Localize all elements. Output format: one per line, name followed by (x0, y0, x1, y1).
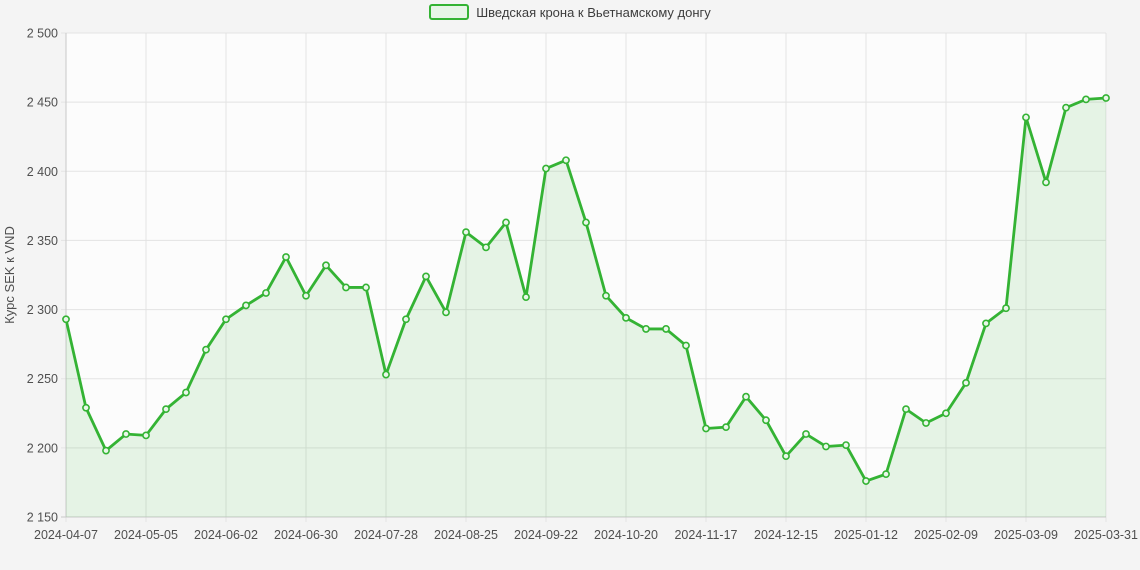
data-point[interactable] (562, 156, 570, 165)
data-point[interactable] (802, 430, 810, 438)
x-tick-label: 2025-02-09 (914, 528, 978, 542)
data-point[interactable] (482, 243, 490, 252)
data-point[interactable] (402, 315, 410, 324)
data-point[interactable] (622, 313, 630, 322)
data-point[interactable] (862, 477, 870, 485)
x-tick-label: 2024-11-17 (674, 528, 737, 542)
x-tick-label: 2024-05-05 (114, 528, 178, 542)
data-point[interactable] (342, 283, 350, 292)
data-point[interactable] (1022, 113, 1030, 122)
legend-label: Шведская крона к Вьетнамскому донгу (476, 4, 711, 20)
data-point[interactable] (942, 409, 950, 418)
y-tick-label: 2 300 (27, 303, 58, 317)
x-tick-label: 2024-12-15 (754, 528, 818, 542)
data-point[interactable] (902, 405, 910, 414)
legend-item[interactable]: Шведская крона к Вьетнамскому донгу (0, 4, 1140, 20)
data-point[interactable] (1002, 304, 1010, 313)
data-point[interactable] (782, 452, 790, 461)
y-tick-label: 2 450 (27, 96, 58, 110)
x-tick-label: 2024-04-07 (34, 528, 98, 542)
data-point[interactable] (582, 218, 590, 227)
data-point[interactable] (1042, 178, 1050, 187)
y-axis-title: Курс SEK к VND (2, 226, 17, 324)
data-point[interactable] (1102, 94, 1110, 102)
series-area (66, 97, 1106, 517)
x-tick-label: 2025-03-31 (1074, 528, 1138, 542)
data-point[interactable] (442, 308, 450, 317)
data-point[interactable] (322, 261, 330, 270)
data-point[interactable] (1062, 103, 1070, 112)
x-tick-label: 2024-06-30 (274, 528, 338, 542)
data-point[interactable] (142, 431, 150, 440)
series-swatch-icon (429, 4, 470, 20)
data-point[interactable] (722, 423, 730, 432)
x-tick-label: 2024-06-02 (194, 528, 258, 542)
data-point[interactable] (262, 289, 270, 297)
data-point[interactable] (1082, 95, 1090, 104)
data-point[interactable] (962, 378, 970, 387)
x-tick-label: 2025-03-09 (994, 528, 1058, 542)
y-tick-label: 2 200 (27, 441, 58, 455)
data-point[interactable] (382, 370, 390, 379)
data-point[interactable] (82, 403, 90, 412)
data-point[interactable] (982, 319, 990, 328)
data-point[interactable] (922, 419, 930, 427)
data-point[interactable] (62, 315, 70, 324)
y-tick-label: 2 250 (27, 372, 58, 386)
data-point[interactable] (182, 388, 190, 397)
y-tick-label: 2 150 (27, 511, 58, 525)
plot-area (66, 33, 1106, 517)
data-point[interactable] (222, 315, 230, 324)
data-point[interactable] (642, 325, 650, 333)
data-point[interactable] (122, 430, 130, 438)
y-tick-label: 2 400 (27, 165, 58, 179)
x-tick-label: 2024-07-28 (354, 528, 418, 542)
data-point[interactable] (502, 218, 510, 227)
x-tick-label: 2025-01-12 (834, 528, 898, 542)
data-point[interactable] (662, 325, 670, 333)
data-point[interactable] (242, 301, 250, 310)
data-point[interactable] (302, 291, 310, 300)
data-point[interactable] (762, 416, 770, 425)
data-point[interactable] (422, 272, 430, 281)
data-point[interactable] (682, 341, 690, 350)
y-tick-label: 2 350 (27, 234, 58, 248)
data-point[interactable] (462, 228, 470, 237)
data-point[interactable] (742, 392, 750, 401)
data-point[interactable] (162, 405, 170, 414)
data-point[interactable] (842, 441, 850, 449)
data-point[interactable] (202, 345, 210, 354)
data-point[interactable] (282, 253, 290, 261)
data-point[interactable] (102, 446, 110, 455)
data-point[interactable] (882, 470, 890, 479)
data-point[interactable] (602, 291, 610, 300)
data-point[interactable] (822, 442, 830, 451)
x-tick-label: 2024-09-22 (514, 528, 578, 542)
data-point[interactable] (522, 293, 530, 302)
data-point[interactable] (702, 424, 710, 433)
data-point[interactable] (362, 283, 370, 292)
x-tick-label: 2024-08-25 (434, 528, 498, 542)
x-tick-label: 2024-10-20 (594, 528, 658, 542)
data-point[interactable] (542, 164, 550, 173)
y-tick-label: 2 500 (27, 27, 58, 41)
